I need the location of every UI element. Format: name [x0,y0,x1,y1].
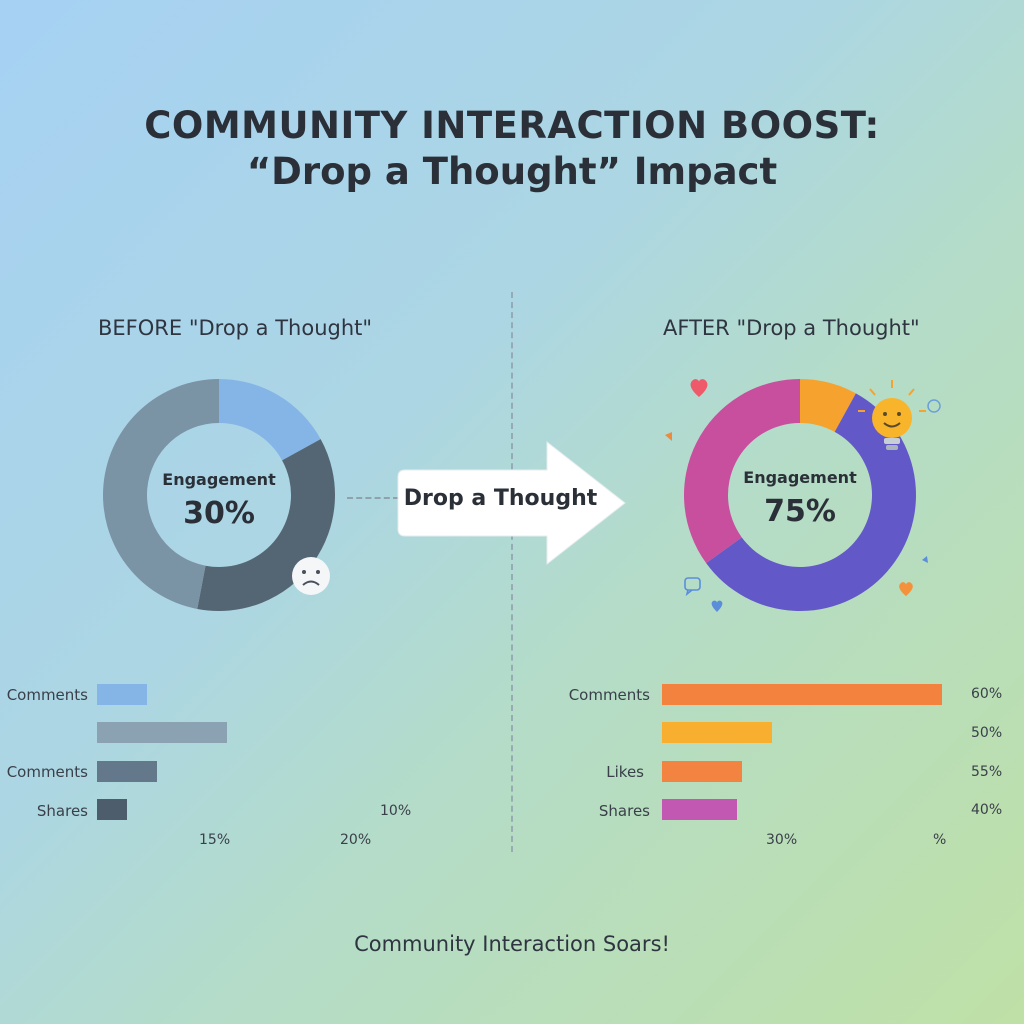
footer-caption: Community Interaction Soars! [354,932,670,956]
panel-divider [511,292,513,852]
sad-face-icon [292,557,330,595]
after-bar-label: Likes [606,763,644,781]
arrow-label: Drop a Thought [403,486,598,511]
before-tick-label: 15% [199,832,231,848]
after-tick-label: % [933,832,947,848]
before-bar-label: Comments [6,763,88,781]
after-value-label: 55% [971,764,1003,780]
before-panel-label: BEFORE "Drop a Thought" [98,316,373,340]
heart-icon [711,600,723,612]
after-center-value: 75% [764,494,836,529]
after-bar-label: Comments [568,686,650,704]
bar [662,722,772,743]
lightbulb-icon [858,380,926,450]
after-panel-label: AFTER "Drop a Thought" [663,316,920,340]
before-center-label: Engagement [162,470,276,489]
after-bar-label: Shares [598,802,650,820]
after-donut [684,379,916,611]
donut-segment [706,393,916,611]
heart-icon [922,556,928,563]
arrow-right-icon [397,440,626,566]
donut-segment [684,379,800,564]
after-value-label: 60% [971,686,1003,702]
chart-title-line-2: “Drop a Thought” Impact [246,150,778,193]
donut-segment [219,379,321,461]
bar [97,799,127,820]
after-center-label: Engagement [743,468,857,487]
chat-bubble-icon [684,577,701,597]
before-tick-label: 20% [340,832,372,848]
bar [97,684,147,705]
after-tick-label: 30% [766,832,798,848]
chat-bubble-icon [927,399,941,413]
bar [662,761,742,782]
bar [662,684,942,705]
after-value-label: 50% [971,725,1003,741]
before-bar-label: Comments [6,686,88,704]
bar [97,761,157,782]
bar [97,722,227,743]
chart-title-line-1: COMMUNITY INTERACTION BOOST: [144,104,880,147]
after-value-label: 40% [971,802,1003,818]
before-bar-label: Shares [36,802,88,820]
bar [662,799,737,820]
before-tick-label: 10% [380,803,412,819]
before-center-value: 30% [183,496,255,531]
heart-icon [690,379,708,397]
heart-icon [665,432,672,441]
heart-icon [899,582,913,596]
donut-segment [800,379,856,432]
arrow-connector-line [347,497,399,499]
donut-segment [103,378,219,609]
